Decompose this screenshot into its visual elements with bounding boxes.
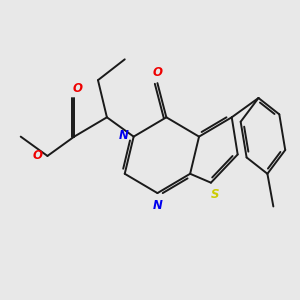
Text: N: N (118, 129, 128, 142)
Text: S: S (211, 188, 220, 201)
Text: O: O (152, 66, 162, 79)
Text: O: O (33, 149, 43, 162)
Text: N: N (152, 199, 162, 212)
Text: O: O (73, 82, 83, 95)
